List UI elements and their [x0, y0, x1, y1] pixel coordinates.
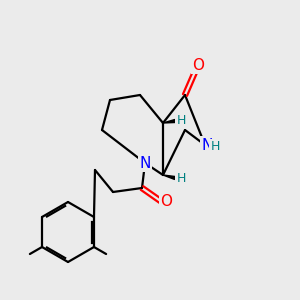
Text: N: N: [201, 137, 213, 152]
Polygon shape: [163, 119, 175, 123]
Text: O: O: [160, 194, 172, 209]
Text: H: H: [176, 115, 186, 128]
Text: H: H: [210, 140, 220, 152]
Polygon shape: [163, 175, 175, 179]
Text: O: O: [192, 58, 204, 73]
Text: N: N: [139, 155, 151, 170]
Text: H: H: [176, 172, 186, 184]
